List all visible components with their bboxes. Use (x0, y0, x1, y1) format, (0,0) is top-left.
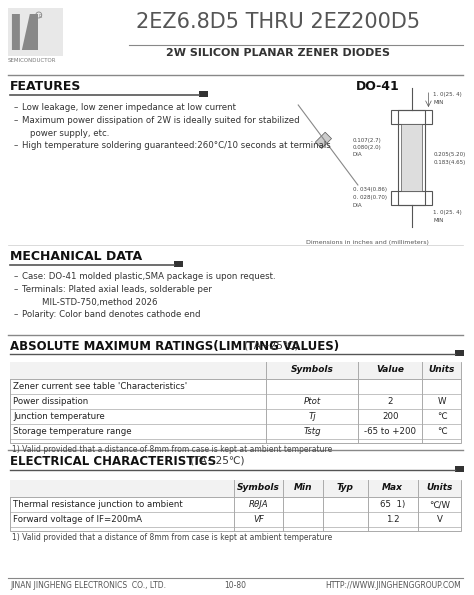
Text: DIA: DIA (353, 203, 363, 208)
Text: FEATURES: FEATURES (10, 80, 82, 93)
Text: HTTP://WWW.JINGHENGGROUP.COM: HTTP://WWW.JINGHENGGROUP.COM (326, 581, 461, 590)
Text: ELECTRICAL CHARACTERISTICS: ELECTRICAL CHARACTERISTICS (10, 455, 216, 468)
Text: Maximum power dissipation of 2W is ideally suited for stabilized: Maximum power dissipation of 2W is ideal… (22, 116, 300, 125)
Text: 200: 200 (382, 412, 399, 421)
Text: 1) Valid provided that a distance of 8mm from case is kept at ambient temperatur: 1) Valid provided that a distance of 8mm… (12, 445, 332, 454)
Text: 0.080(2.0): 0.080(2.0) (353, 145, 382, 150)
Text: 2W SILICON PLANAR ZENER DIODES: 2W SILICON PLANAR ZENER DIODES (166, 48, 391, 58)
Bar (456, 350, 464, 356)
Polygon shape (20, 14, 30, 50)
Text: ABSOLUTE MAXIMUM RATINGS(LIMITING VALUES): ABSOLUTE MAXIMUM RATINGS(LIMITING VALUES… (10, 340, 339, 353)
Text: –: – (14, 272, 18, 281)
Text: Forward voltage of IF=200mA: Forward voltage of IF=200mA (13, 515, 142, 524)
Text: –: – (14, 116, 18, 125)
Bar (391, 110, 432, 124)
Bar (398, 110, 426, 205)
Text: power supply, etc.: power supply, etc. (30, 129, 109, 138)
Text: 0.183(4.65): 0.183(4.65) (433, 160, 465, 165)
Text: Units: Units (426, 483, 453, 492)
Text: (TA−25℃): (TA−25℃) (187, 455, 245, 465)
Text: Junction temperature: Junction temperature (13, 412, 105, 421)
Bar (315, 132, 331, 149)
Text: 1. 0(25. 4): 1. 0(25. 4) (433, 210, 462, 215)
Bar (456, 466, 464, 472)
Text: 10-80: 10-80 (225, 581, 246, 590)
Text: DIA: DIA (353, 152, 363, 157)
Bar (391, 191, 432, 205)
Bar (10, 480, 461, 497)
Text: 1. 0(25. 4): 1. 0(25. 4) (433, 92, 462, 97)
Text: Symbols: Symbols (237, 483, 280, 492)
Text: Case: DO-41 molded plastic,SMA package is upon request.: Case: DO-41 molded plastic,SMA package i… (22, 272, 275, 281)
Text: Polarity: Color band denotes cathode end: Polarity: Color band denotes cathode end (22, 310, 201, 319)
Text: 1.2: 1.2 (386, 515, 400, 524)
Text: High temperature soldering guaranteed:260°C/10 seconds at terminals: High temperature soldering guaranteed:26… (22, 141, 331, 150)
Bar (199, 91, 208, 97)
Text: 0. 034(0.86): 0. 034(0.86) (353, 187, 387, 192)
Text: MIN: MIN (433, 218, 444, 223)
Text: Low leakage, low zener impedance at low current: Low leakage, low zener impedance at low … (22, 103, 236, 112)
Text: 1) Valid provided that a distance of 8mm from case is kept at ambient temperatur: 1) Valid provided that a distance of 8mm… (12, 533, 332, 542)
Bar (174, 261, 183, 267)
Bar (10, 362, 461, 379)
Text: R: R (38, 14, 42, 18)
Text: JINAN JINGHENG ELECTRONICS  CO., LTD.: JINAN JINGHENG ELECTRONICS CO., LTD. (10, 581, 166, 590)
Text: 0.107(2.7): 0.107(2.7) (353, 138, 382, 143)
Text: Min: Min (294, 483, 312, 492)
Bar (10, 480, 461, 531)
Text: –: – (14, 285, 18, 294)
Text: MECHANICAL DATA: MECHANICAL DATA (10, 250, 142, 263)
Text: -65 to +200: -65 to +200 (364, 427, 416, 436)
Text: ℃: ℃ (437, 427, 447, 436)
Text: Typ: Typ (337, 483, 354, 492)
Text: Zener current see table 'Characteristics': Zener current see table 'Characteristics… (13, 382, 187, 391)
Text: ℃/W: ℃/W (429, 500, 450, 509)
Text: Units: Units (428, 365, 455, 374)
Text: 65  1): 65 1) (380, 500, 405, 509)
Text: MIL-STD-750,method 2026: MIL-STD-750,method 2026 (42, 298, 157, 307)
Polygon shape (20, 14, 38, 50)
Text: SEMICONDUCTOR: SEMICONDUCTOR (8, 58, 56, 63)
Text: Ptot: Ptot (303, 397, 321, 406)
Text: V: V (437, 515, 442, 524)
Text: Terminals: Plated axial leads, solderable per: Terminals: Plated axial leads, solderabl… (22, 285, 212, 294)
Text: 0.205(5.20): 0.205(5.20) (433, 152, 465, 157)
Text: –: – (14, 310, 18, 319)
Bar (8, 8, 63, 63)
Text: (TA−25℃): (TA−25℃) (241, 340, 298, 350)
Text: RθJA: RθJA (249, 500, 268, 509)
Text: 2EZ6.8D5 THRU 2EZ200D5: 2EZ6.8D5 THRU 2EZ200D5 (137, 12, 420, 32)
Text: Dimensions in inches and (millimeters): Dimensions in inches and (millimeters) (306, 240, 429, 245)
Text: W: W (438, 397, 446, 406)
Text: Thermal resistance junction to ambient: Thermal resistance junction to ambient (13, 500, 182, 509)
Text: Tstg: Tstg (303, 427, 321, 436)
Text: Symbols: Symbols (291, 365, 334, 374)
Text: Max: Max (382, 483, 403, 492)
Text: Tj: Tj (308, 412, 316, 421)
Text: VF: VF (253, 515, 264, 524)
Text: Power dissipation: Power dissipation (13, 397, 88, 406)
Text: –: – (14, 141, 18, 150)
Polygon shape (12, 14, 30, 50)
Bar (10, 362, 461, 443)
Text: MIN: MIN (433, 100, 444, 105)
Text: Storage temperature range: Storage temperature range (13, 427, 132, 436)
Text: 0. 028(0.70): 0. 028(0.70) (353, 195, 387, 200)
Bar (8, 8, 63, 56)
Text: 2: 2 (387, 397, 393, 406)
Text: ℃: ℃ (437, 412, 447, 421)
Text: –: – (14, 103, 18, 112)
Bar (401, 124, 422, 191)
Text: Value: Value (376, 365, 404, 374)
Text: DO-41: DO-41 (356, 80, 400, 93)
